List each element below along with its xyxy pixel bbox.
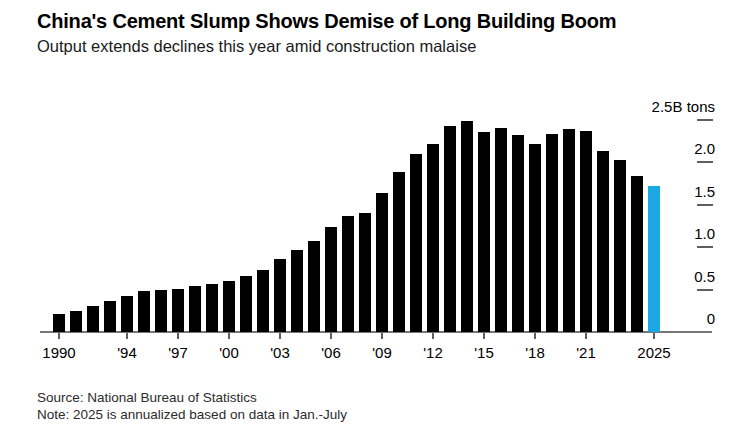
x-axis-tick [483, 333, 485, 339]
x-axis-tick [534, 333, 536, 339]
bar-1991 [70, 311, 82, 332]
x-axis-tick [126, 333, 128, 339]
bar-2000 [223, 281, 235, 332]
bar-1992 [87, 306, 99, 332]
bar-2012 [427, 144, 439, 332]
y-axis-tick [697, 246, 713, 248]
bar-2021 [580, 131, 592, 332]
bar-2005 [308, 241, 320, 332]
y-axis-label: 2.5B tons [652, 98, 715, 115]
y-axis-tick [697, 289, 713, 291]
x-axis-tick [177, 333, 179, 339]
bar-1997 [172, 289, 184, 332]
x-axis-label: '21 [556, 344, 616, 362]
bar-1994 [121, 296, 133, 332]
y-axis-label: 0.5 [694, 268, 715, 285]
bar-2001 [240, 276, 252, 332]
bar-1990 [53, 314, 65, 332]
source-note: Source: National Bureau of Statistics [37, 389, 347, 406]
bar-2013 [444, 126, 456, 332]
bar-2023 [614, 160, 626, 332]
x-axis-tick [381, 333, 383, 339]
bar-2022 [597, 151, 609, 332]
bar-2014 [461, 121, 473, 332]
x-axis-tick [279, 333, 281, 339]
bar-1998 [189, 286, 201, 332]
bar-2006 [325, 227, 337, 332]
x-axis-tick [330, 333, 332, 339]
bar-2002 [257, 270, 269, 332]
bar-2011 [410, 154, 422, 332]
bar-chart: 2.5B tons2.01.51.00.501990'94'97'00'03'0… [0, 0, 738, 426]
y-axis-label: 1.5 [694, 183, 715, 200]
bar-2010 [393, 172, 405, 332]
bar-1999 [206, 284, 218, 332]
bar-2016 [495, 128, 507, 332]
bar-1993 [104, 301, 116, 332]
annualized-note: Note: 2025 is annualized based on data i… [37, 406, 347, 423]
bar-2003 [274, 259, 286, 332]
bar-2025-highlighted [648, 186, 660, 332]
x-axis-tick [585, 333, 587, 339]
bar-1995 [138, 291, 150, 332]
bar-2008 [359, 213, 371, 332]
x-axis-label: 1990 [29, 344, 89, 362]
bar-2009 [376, 193, 388, 332]
y-axis-tick [697, 161, 713, 163]
x-axis-tick [432, 333, 434, 339]
bar-1996 [155, 290, 167, 332]
y-axis-label: 2.0 [694, 140, 715, 157]
bar-2024 [631, 176, 643, 332]
bar-2004 [291, 250, 303, 332]
y-axis-label: 1.0 [694, 225, 715, 242]
x-axis-tick [228, 333, 230, 339]
x-axis-tick [58, 333, 60, 339]
y-axis-tick [697, 204, 713, 206]
bar-2017 [512, 135, 524, 332]
bar-2019 [546, 134, 558, 332]
chart-card: China's Cement Slump Shows Demise of Lon… [0, 0, 738, 426]
bar-2015 [478, 132, 490, 332]
x-axis-tick [653, 333, 655, 339]
chart-footer: Source: National Bureau of Statistics No… [37, 389, 347, 423]
bar-2020 [563, 129, 575, 332]
y-axis-label: 0 [707, 310, 715, 327]
bar-2018 [529, 144, 541, 332]
y-axis-tick [697, 119, 713, 121]
bar-2007 [342, 216, 354, 332]
x-axis-label: 2025 [624, 344, 684, 362]
